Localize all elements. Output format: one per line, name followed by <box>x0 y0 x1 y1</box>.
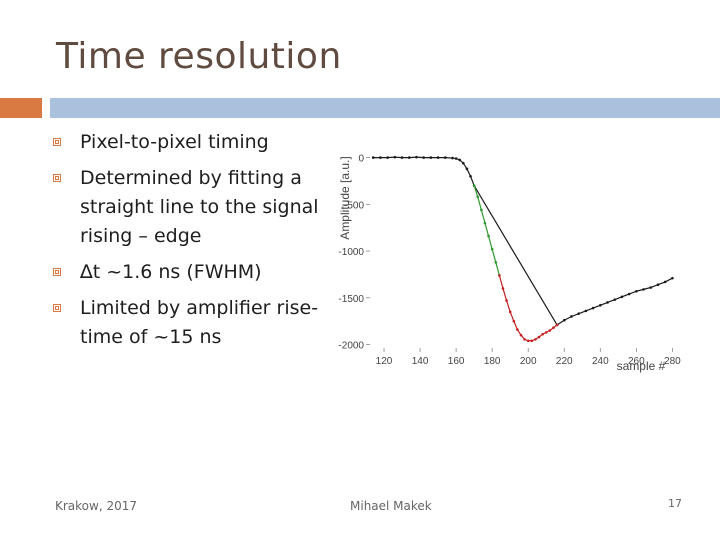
data-point <box>577 312 580 315</box>
data-point <box>530 339 534 343</box>
data-point <box>620 295 624 299</box>
data-point <box>599 303 602 307</box>
data-point <box>591 306 595 310</box>
y-axis-label: Amplitude [a.u.] <box>338 156 352 239</box>
bullet-item: Limited by amplifier rise-time of ~15 ns <box>50 294 350 352</box>
data-point <box>476 195 480 199</box>
page-number: 17 <box>668 497 682 510</box>
data-point <box>671 276 674 280</box>
data-point <box>371 156 375 159</box>
data-point <box>642 288 645 291</box>
data-point <box>407 156 411 159</box>
series-line <box>473 185 500 276</box>
footer-author: Mihael Makek <box>350 499 432 513</box>
series-line <box>373 156 673 326</box>
data-point <box>505 299 508 302</box>
data-point <box>512 319 516 323</box>
data-point <box>393 155 397 159</box>
data-point <box>544 331 548 334</box>
bullet-item: Determined by fitting a straight line to… <box>50 164 350 251</box>
y-tick-label: -1000 <box>338 247 364 258</box>
data-point <box>454 157 458 160</box>
data-point <box>635 289 638 293</box>
data-point <box>400 156 404 159</box>
data-point <box>422 156 425 159</box>
x-tick-label: 140 <box>412 356 429 367</box>
data-point <box>494 260 498 264</box>
data-point <box>472 184 476 187</box>
data-point <box>534 338 537 341</box>
data-point <box>483 221 487 225</box>
data-point <box>465 167 469 171</box>
bullet-text: ∆t ~1.6 ns (FWHM) <box>80 261 262 283</box>
data-point <box>519 333 523 337</box>
data-point <box>415 155 418 159</box>
x-tick-label: 120 <box>376 356 393 367</box>
bullet-icon <box>53 304 61 312</box>
data-point <box>516 328 519 331</box>
data-point <box>498 274 501 277</box>
data-point <box>458 158 462 162</box>
y-tick-label: -500 <box>344 200 364 211</box>
data-point <box>523 338 526 341</box>
data-point <box>555 323 559 327</box>
data-point <box>487 234 490 238</box>
data-point <box>379 156 382 159</box>
data-point <box>562 318 566 322</box>
bullet-text: Limited by amplifier rise-time of ~15 ns <box>80 297 319 348</box>
data-point <box>490 247 494 251</box>
slide-title: Time resolution <box>56 36 342 77</box>
data-point <box>469 174 472 178</box>
x-tick-label: 240 <box>592 356 609 367</box>
bullet-icon <box>53 268 61 276</box>
y-tick-label: 0 <box>358 154 364 165</box>
bullet-item: Pixel-to-pixel timing <box>50 128 350 157</box>
data-point <box>480 208 483 212</box>
data-point <box>429 156 433 159</box>
footer-location: Krakow, 2017 <box>55 499 138 513</box>
title-accent-bar <box>0 98 42 118</box>
y-tick-label: -2000 <box>338 341 364 352</box>
data-point <box>451 156 454 160</box>
y-tick-label: -1500 <box>338 294 364 305</box>
data-point <box>526 339 530 343</box>
x-tick-label: 220 <box>556 356 573 367</box>
data-point <box>606 301 609 304</box>
amplitude-plot: Amplitude [a.u.] sample # 0 -500 -1000 -150… <box>338 151 681 373</box>
data-point <box>541 332 544 336</box>
data-point <box>627 292 631 296</box>
bullet-icon <box>53 138 61 146</box>
x-axis-label: sample # <box>617 359 666 373</box>
bullet-text: Determined by fitting a straight line to… <box>80 167 319 247</box>
bullet-icon <box>53 174 61 182</box>
data-point <box>649 286 653 289</box>
data-point <box>663 280 667 284</box>
x-tick-label: 180 <box>484 356 501 367</box>
data-point <box>570 315 573 318</box>
x-tick-label: 200 <box>520 356 537 367</box>
bullet-item: ∆t ~1.6 ns (FWHM) <box>50 258 350 287</box>
data-point <box>462 161 465 165</box>
data-point <box>386 156 389 159</box>
data-point <box>584 309 588 313</box>
x-tick-label: 260 <box>628 356 645 367</box>
title-divider-bar <box>50 98 720 118</box>
series-line <box>498 275 558 342</box>
x-tick-label: 280 <box>664 356 681 367</box>
data-point <box>613 298 617 301</box>
data-point <box>548 329 552 332</box>
data-point <box>436 156 440 159</box>
bullet-text: Pixel-to-pixel timing <box>80 131 269 153</box>
data-point <box>537 335 541 339</box>
data-point <box>656 283 660 287</box>
data-point <box>444 156 447 159</box>
data-point <box>501 287 505 290</box>
data-point <box>552 326 555 330</box>
bullet-list: Pixel-to-pixel timing Determined by fitt… <box>50 128 350 359</box>
x-tick-label: 160 <box>448 356 465 367</box>
plot-frame <box>365 151 677 353</box>
data-point <box>508 310 512 314</box>
